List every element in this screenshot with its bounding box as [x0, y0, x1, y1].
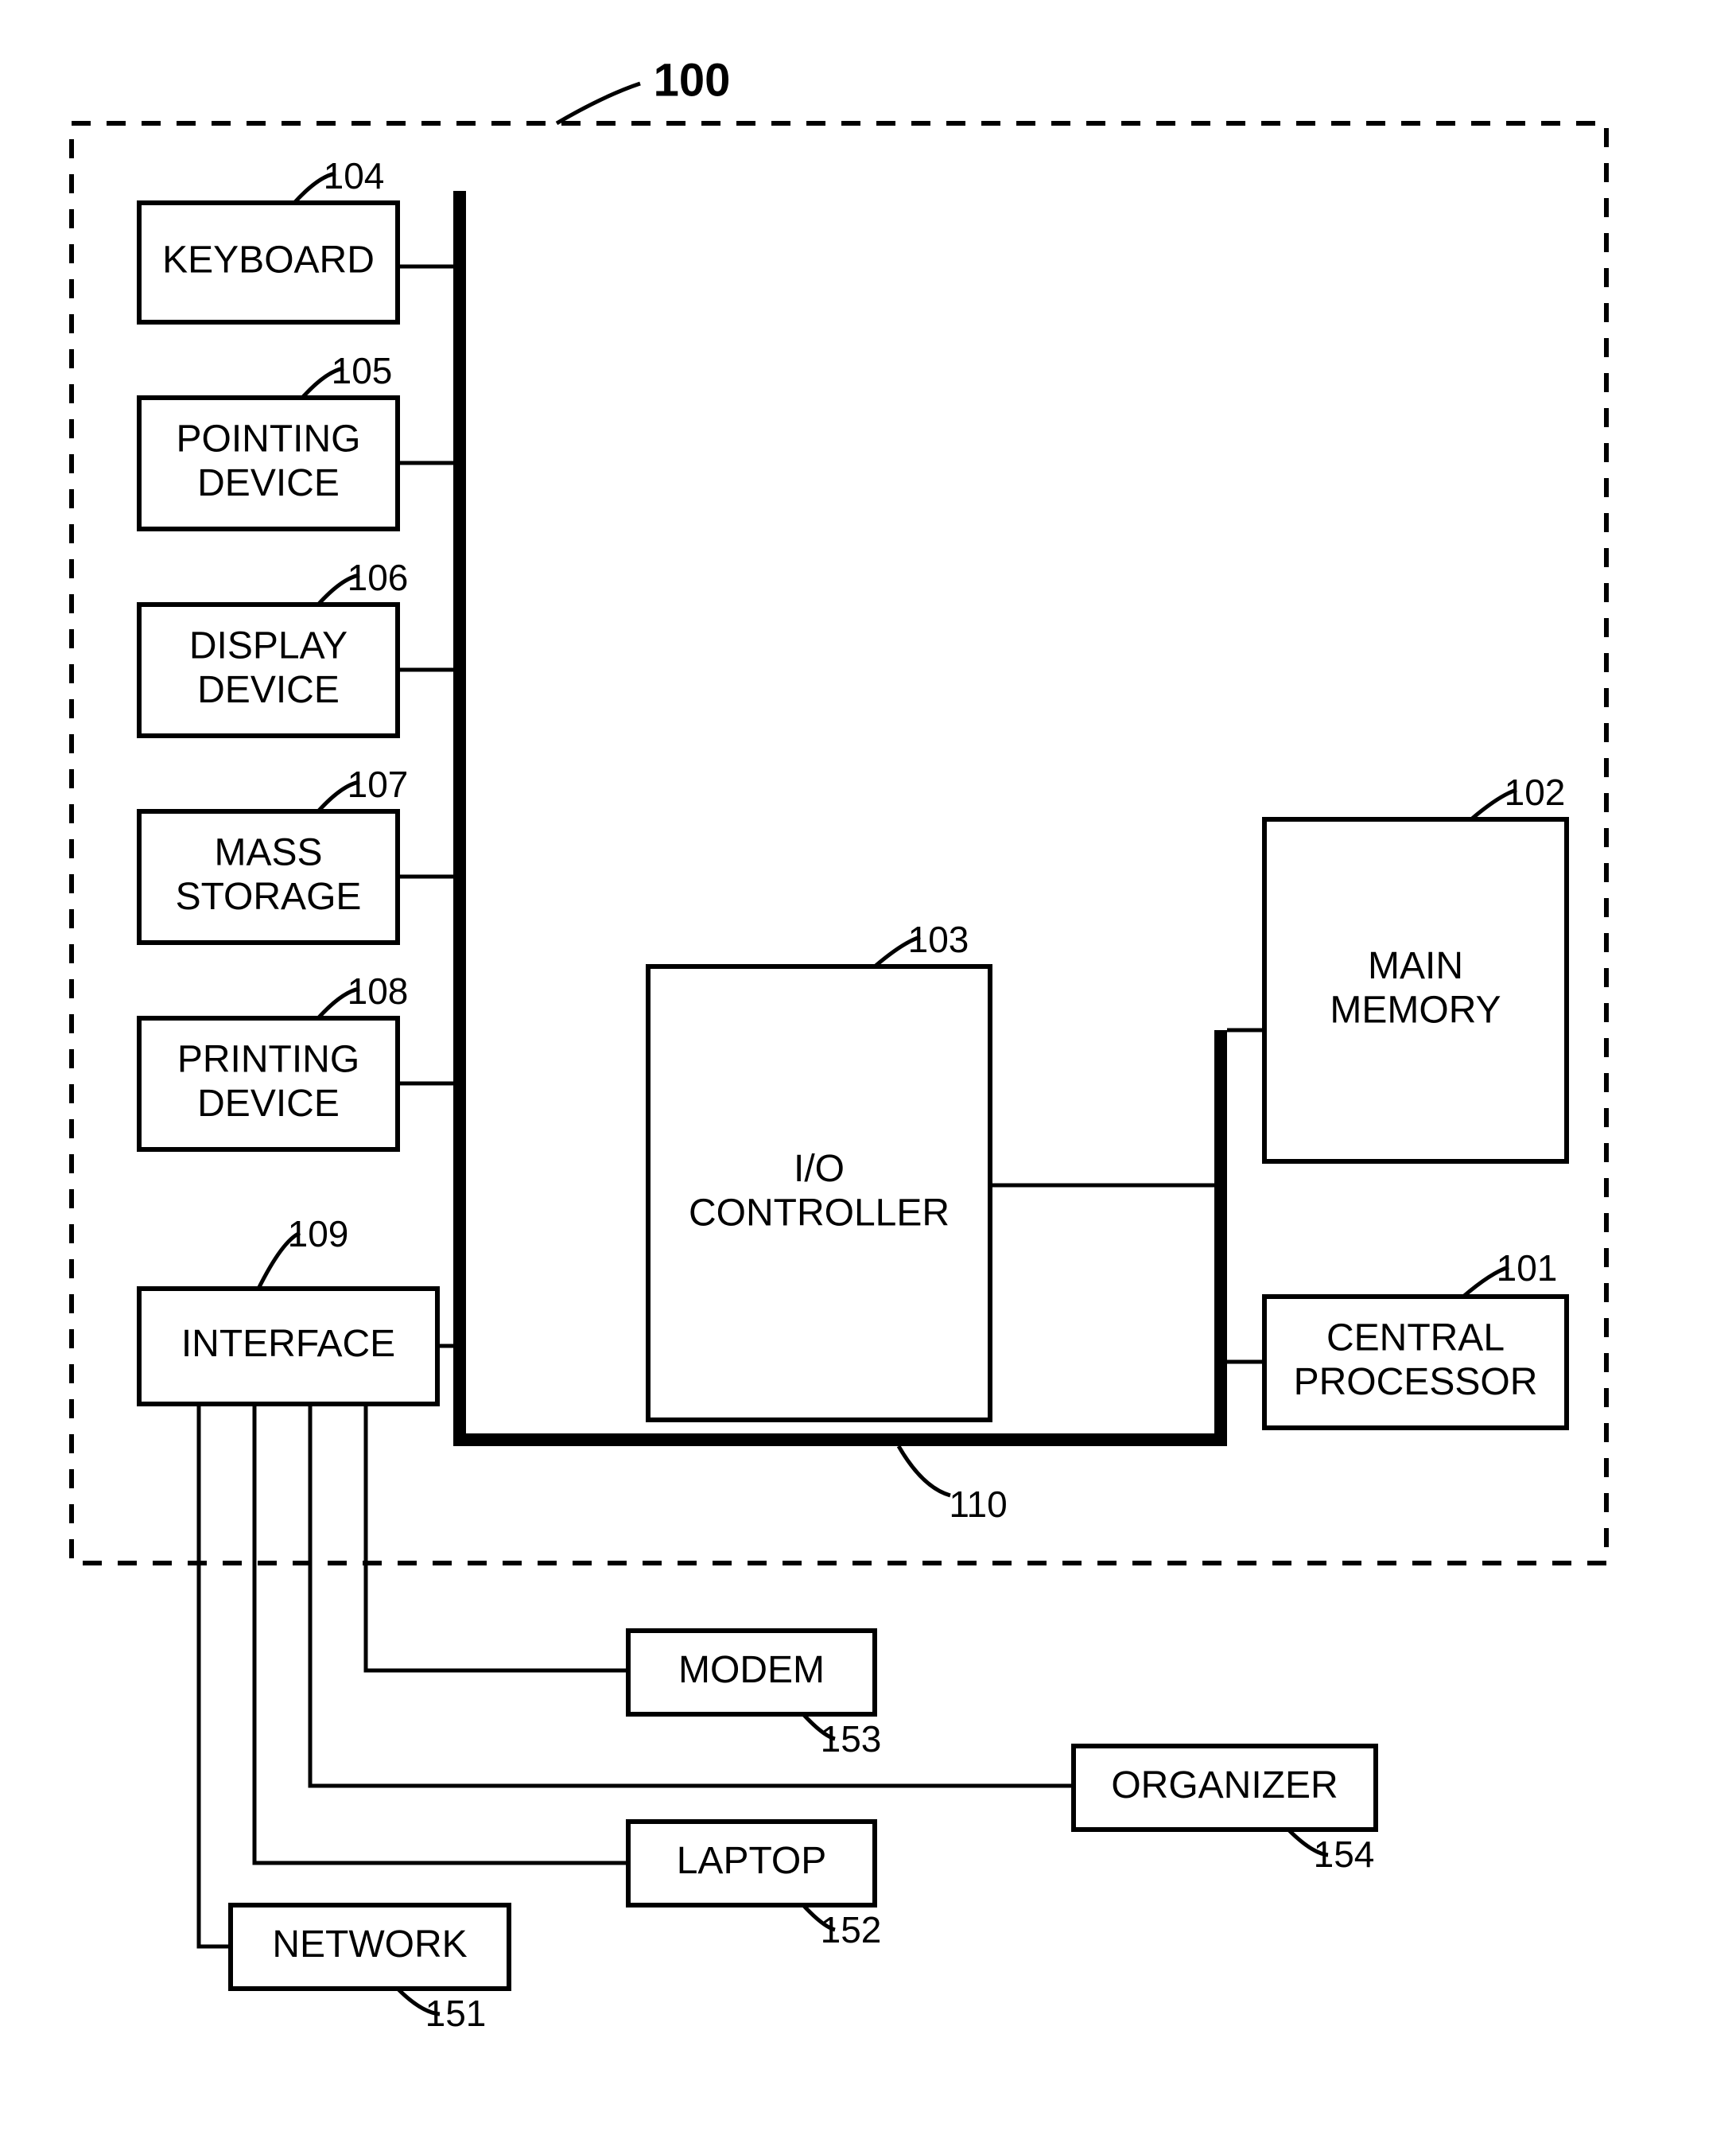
node-memory-ref: 102 — [1505, 772, 1566, 813]
node-cpu-ref: 101 — [1497, 1247, 1558, 1289]
node-memory-label: MAIN — [1368, 945, 1463, 987]
node-mass-label: MASS — [214, 832, 322, 874]
node-keyboard-label: KEYBOARD — [162, 239, 375, 282]
node-printing-label: PRINTING — [177, 1039, 359, 1081]
node-laptop-label: LAPTOP — [677, 1840, 827, 1882]
node-io-ref: 103 — [908, 919, 969, 960]
node-organizer-label: ORGANIZER — [1111, 1764, 1338, 1806]
node-pointing-label: POINTING — [176, 418, 360, 461]
node-display-label: DEVICE — [197, 669, 340, 711]
node-keyboard-ref: 104 — [324, 155, 385, 196]
title-leader — [557, 84, 640, 123]
bus-ref-leader — [899, 1446, 950, 1495]
bus-ref: 110 — [949, 1484, 1007, 1525]
node-network-ref: 151 — [425, 1993, 487, 2034]
node-modem-ref: 153 — [821, 1718, 882, 1760]
node-mass-label: STORAGE — [176, 876, 362, 918]
node-display-label: DISPLAY — [189, 625, 348, 667]
node-cpu-label: PROCESSOR — [1294, 1361, 1538, 1403]
node-interface-label: INTERFACE — [181, 1323, 395, 1365]
node-memory-label: MEMORY — [1330, 989, 1501, 1031]
link-interface-network — [199, 1404, 231, 1946]
node-pointing-label: DEVICE — [197, 462, 340, 504]
node-laptop-ref: 152 — [821, 1909, 882, 1950]
node-network-label: NETWORK — [272, 1923, 467, 1966]
diagram-title: 100 — [654, 54, 731, 106]
node-interface-ref: 109 — [288, 1213, 349, 1254]
node-pointing-ref: 105 — [332, 350, 393, 391]
node-printing-ref: 108 — [348, 970, 409, 1012]
node-io-label: CONTROLLER — [689, 1192, 950, 1234]
node-mass-ref: 107 — [348, 764, 409, 805]
node-cpu-label: CENTRAL — [1326, 1317, 1505, 1359]
node-display-ref: 106 — [348, 557, 409, 598]
link-interface-organizer — [310, 1404, 1074, 1786]
node-modem-label: MODEM — [678, 1649, 825, 1691]
node-printing-label: DEVICE — [197, 1083, 340, 1125]
node-organizer-ref: 154 — [1314, 1834, 1375, 1875]
node-io-label: I/O — [794, 1148, 845, 1190]
